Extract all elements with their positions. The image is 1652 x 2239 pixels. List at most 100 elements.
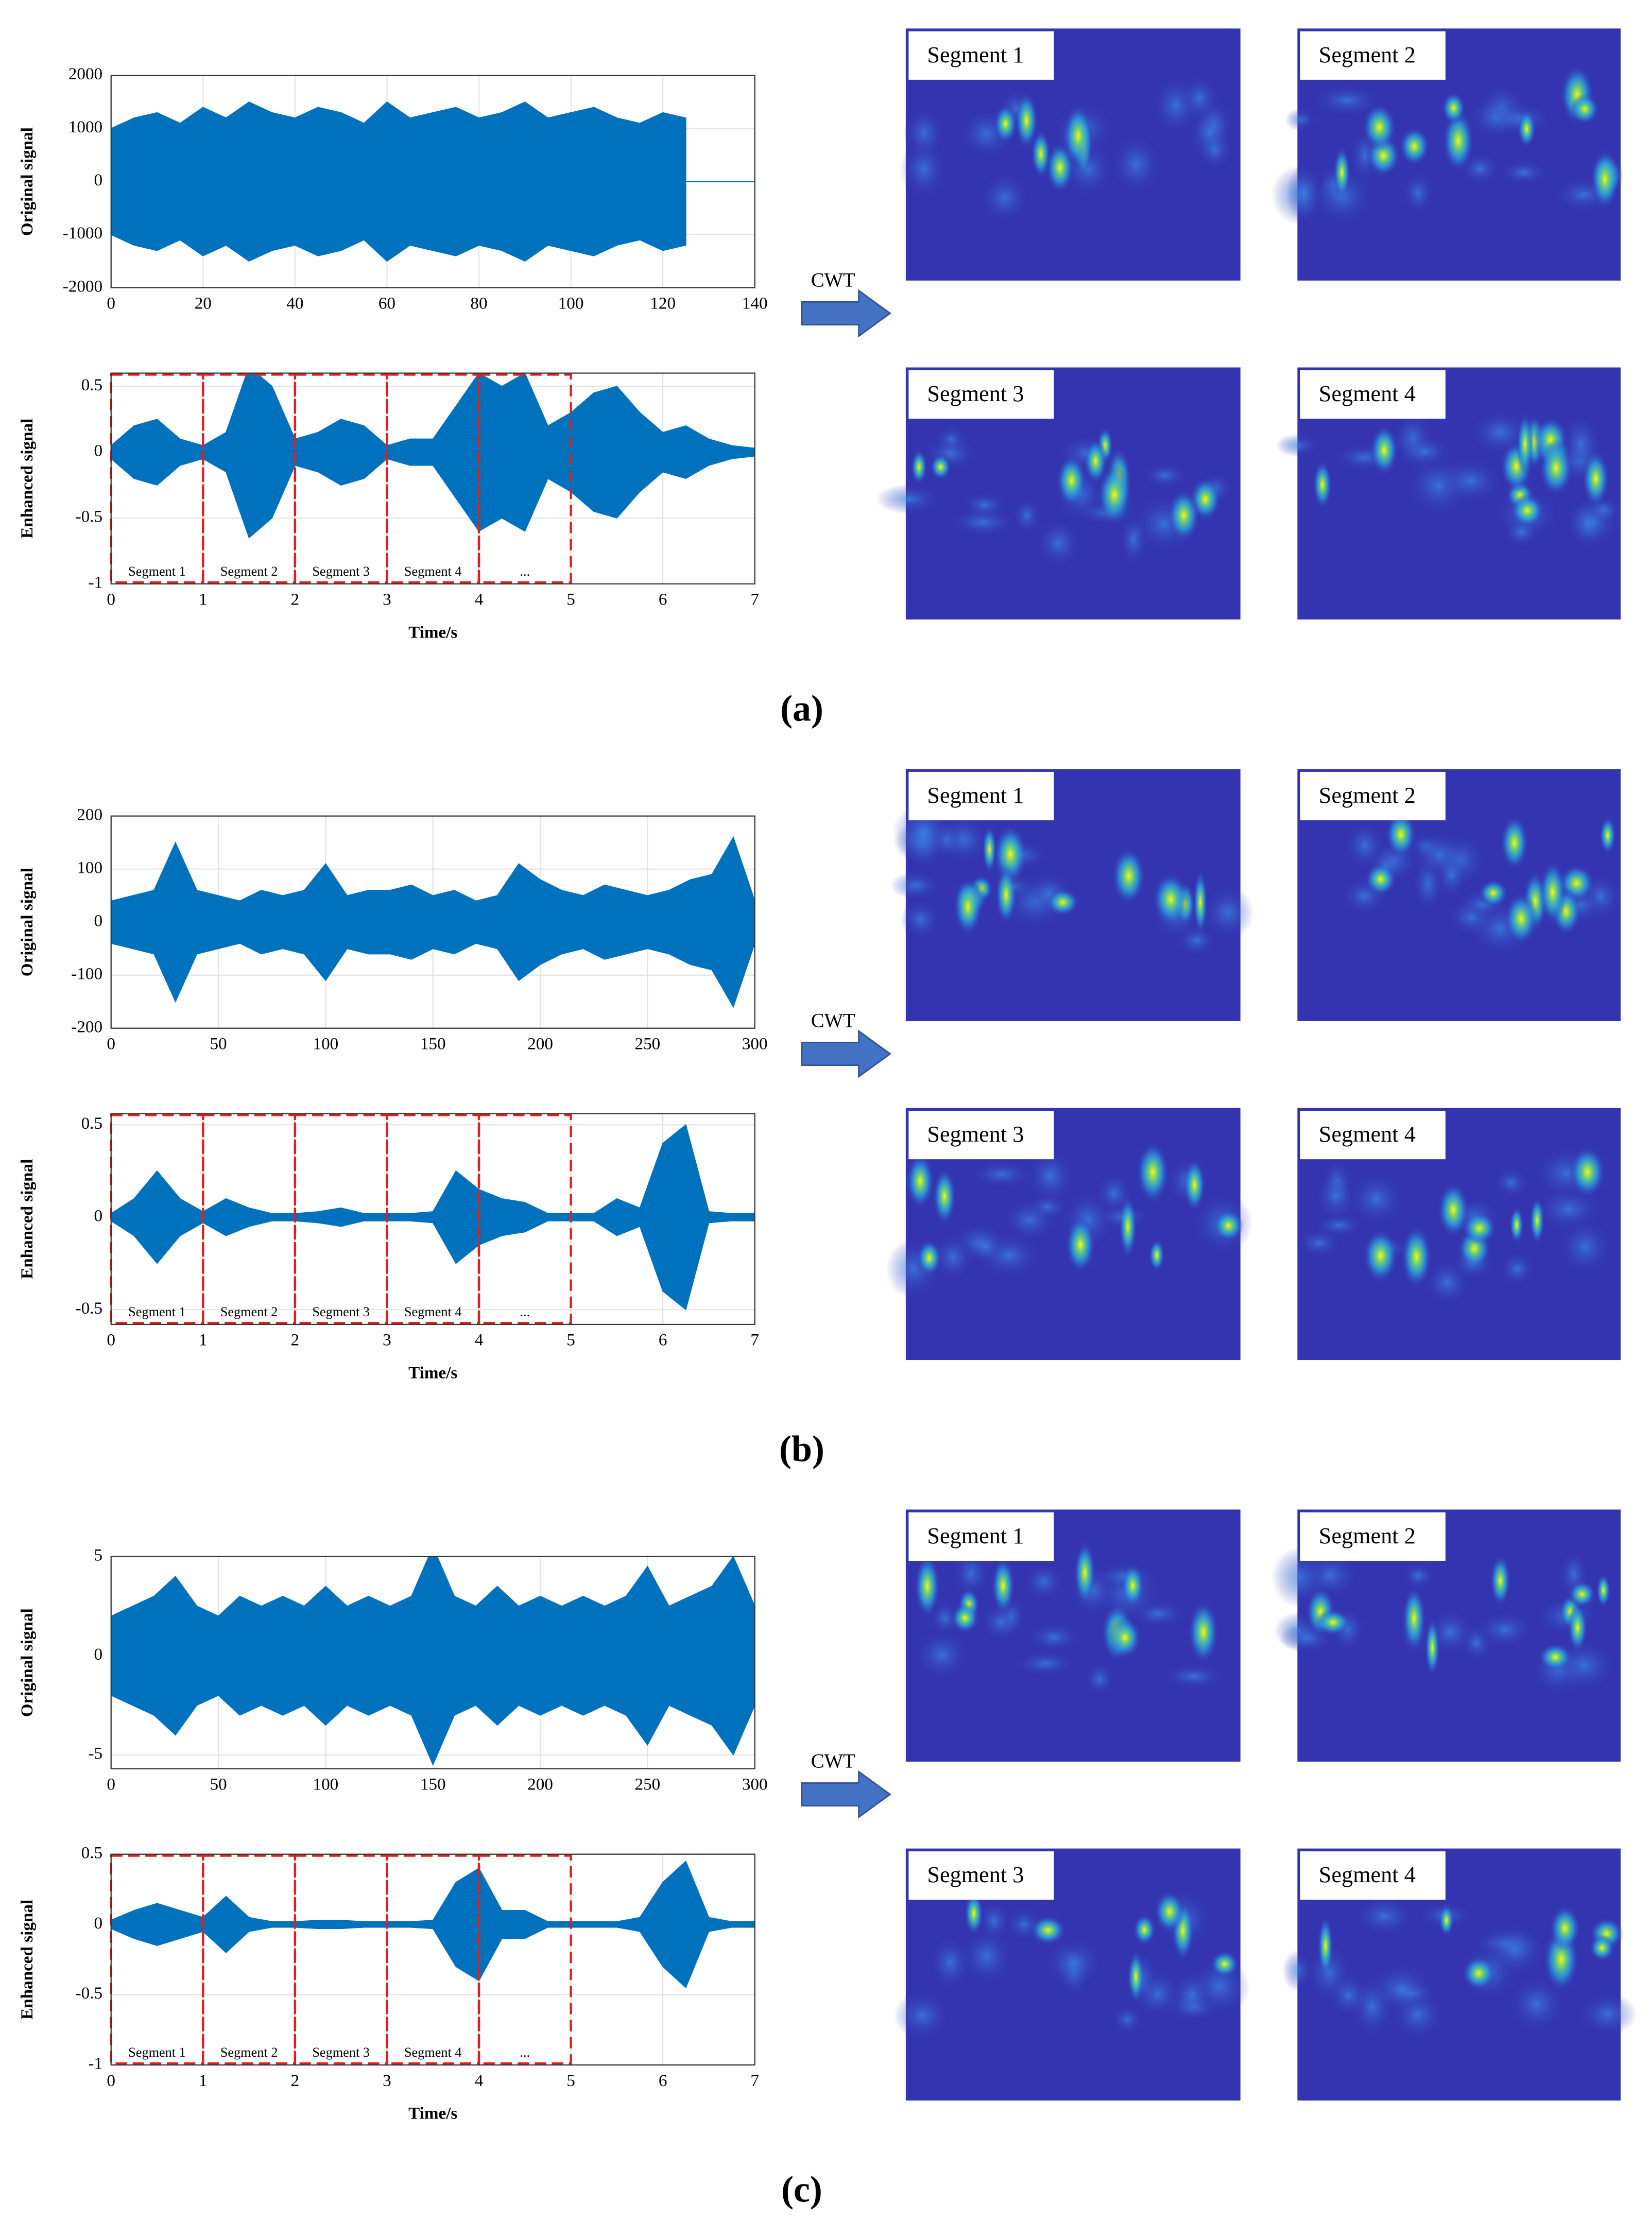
arrow-label: CWT [811,1010,855,1032]
scalogram-blob [1462,1956,1495,1990]
scalogram-blob [1510,494,1544,527]
scalogram-label: Segment 3 [927,1862,1024,1887]
axes-frame [110,372,755,584]
scalogram-label: Segment 2 [1319,42,1416,67]
scalogram-texture [952,1549,990,1597]
scalogram-texture [1401,171,1435,214]
scalogram-blob [1183,1158,1206,1212]
y-tick-label: 1000 [68,117,102,136]
scalogram-texture [1142,462,1188,488]
scalogram-texture [980,1603,1021,1642]
scalogram-texture [1180,75,1219,121]
y-tick-label: 0 [94,1645,103,1664]
scalogram-blob [1210,1950,1239,1978]
scalogram-blob [964,1891,984,1936]
scalogram-blob [1167,489,1200,542]
y-tick-label: 0.5 [81,375,102,394]
x-tick-label: 0 [107,590,115,609]
x-tick-label: 2 [291,590,300,609]
segment-label: Segment 4 [404,2045,462,2060]
y-tick-label: -0.5 [76,507,103,526]
scalogram-texture [978,1901,1010,1941]
x-tick-label: 140 [742,294,768,313]
y-tick-label: -5 [88,1744,102,1763]
segment-label: ... [520,564,530,579]
x-tick-label: 100 [558,294,584,313]
scalogram-blob [1462,1212,1497,1245]
y-tick-label: 0 [94,170,103,190]
x-tick-label: 5 [566,2071,575,2090]
scalogram-blob [1478,879,1508,907]
y-tick-label: 2000 [68,64,102,83]
x-tick-label: 80 [470,294,487,313]
scalogram-label-box [908,771,1054,820]
scalogram-label: Segment 4 [1319,1122,1416,1147]
scalogram-texture [1171,1970,1213,2021]
scalogram-blob [1074,1541,1096,1605]
scalogram-blob [1362,103,1397,151]
x-tick-label: 4 [475,2071,484,2090]
segment-label: Segment 3 [312,1304,370,1319]
x-tick-label: 5 [566,1331,575,1350]
x-tick-label: 300 [742,1035,768,1054]
segment-box [477,373,572,584]
y-tick-label: 0.5 [81,1114,102,1133]
scalogram-label: Segment 4 [1319,381,1416,406]
y-tick-label: 0 [94,441,103,460]
x-tick-label: 250 [635,1775,661,1794]
scalogram-blob [1441,92,1466,125]
scalogram-texture [1025,1149,1076,1203]
x-tick-label: 150 [420,1035,446,1054]
segment-label: Segment 3 [312,564,370,579]
arrow-label: CWT [811,1751,855,1772]
x-tick-label: 20 [195,294,212,313]
x-axis-label: Time/s [408,2104,457,2123]
scalogram-blob [1500,815,1529,870]
scalogram-blob [1581,450,1610,507]
y-tick-label: 0 [94,1206,103,1225]
y-tick-label: 0 [94,1914,103,1933]
scalogram-blob [1111,847,1146,905]
signal [111,373,755,539]
y-tick-label: 0.5 [81,1843,102,1862]
scalogram-texture [933,1233,974,1281]
x-tick-label: 250 [635,1035,661,1054]
plot-area [111,1854,755,2065]
scalogram-blob [1517,110,1536,148]
axes-frame [110,1556,755,1769]
scalogram-blob [1136,1141,1169,1203]
y-tick-label: -1000 [63,223,102,243]
scalogram-texture [1476,1611,1534,1648]
x-tick-label: 100 [313,1775,338,1794]
arrow-label: CWT [811,269,855,291]
x-tick-label: 3 [383,1331,391,1350]
y-axis-label: Enhanced signal [18,419,37,539]
x-tick-label: 3 [383,590,391,609]
scalogram-blob [1529,1196,1545,1245]
scalogram-label-box [1300,1111,1445,1160]
scalogram-blob [1370,424,1399,476]
y-tick-label: -1 [88,573,102,592]
y-axis-label: Original signal [18,127,37,236]
scalogram-blob [1030,129,1051,179]
scalogram-blob [1065,1216,1096,1273]
plot-area [111,373,755,584]
scalogram-blob [1590,149,1620,210]
y-axis-label: Enhanced signal [18,1159,37,1279]
segment-label: Segment 4 [404,564,462,579]
axes-frame [110,1113,755,1325]
x-tick-label: 6 [659,2071,667,2090]
scalogram-blob [1014,92,1038,150]
axes-frame [110,1853,755,2066]
x-tick-label: 0 [107,2071,115,2090]
scalogram-texture [1399,436,1451,468]
scalogram-blob [993,104,1018,143]
segment-label: Segment 4 [404,1304,462,1319]
scalogram-texture [979,171,1030,224]
x-tick-label: 5 [566,590,575,609]
scalogram-blob [910,449,927,485]
x-tick-label: 7 [750,2071,759,2090]
scalogram-blob [1152,872,1189,926]
segment-label: ... [520,2045,530,2060]
